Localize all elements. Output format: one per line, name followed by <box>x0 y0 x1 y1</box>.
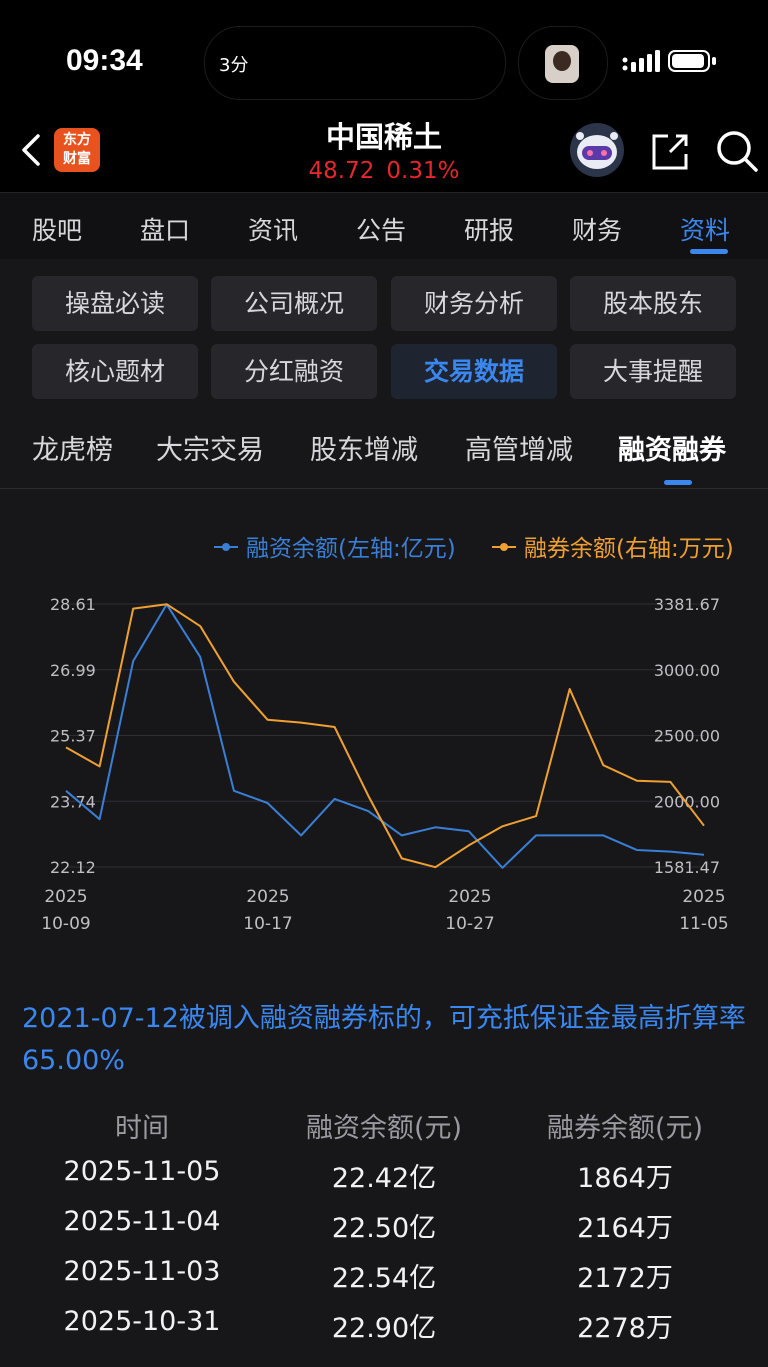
x-axis-tick: 10-09 <box>41 914 90 934</box>
tab-finance[interactable]: 财务 <box>572 216 623 245</box>
row-date: 2025-10-31 <box>63 1306 221 1337</box>
avatar <box>545 45 579 83</box>
logo-line-2: 财富 <box>63 151 91 167</box>
row-financing: 22.90亿 <box>331 1313 437 1344</box>
left-axis-tick: 25.37 <box>50 727 96 746</box>
right-axis-tick: 3000.00 <box>654 661 720 680</box>
row-date: 2025-11-03 <box>63 1256 221 1287</box>
island-text: 3分 <box>219 55 249 76</box>
tab-announcements[interactable]: 公告 <box>356 216 407 245</box>
row-lending: 2278万 <box>577 1313 673 1344</box>
financing-balance-line <box>65 603 705 869</box>
section-button-company-overview[interactable]: 公司概况 <box>211 276 377 331</box>
row-financing: 22.50亿 <box>331 1213 437 1244</box>
legend-label: 融券余额(右轴:万元) <box>524 536 734 562</box>
sub-tabs: 龙虎榜 大宗交易 股东增减 高管增减 融资融券 <box>0 414 768 489</box>
search-icon[interactable] <box>714 128 760 174</box>
row-financing: 22.54亿 <box>331 1263 437 1294</box>
header-time: 时间 <box>115 1113 169 1144</box>
clock: 09:34 <box>66 44 143 77</box>
header-securities-lending: 融券余额(元) <box>546 1113 704 1144</box>
app-logo[interactable]: 东方 财富 <box>54 128 100 172</box>
table-row[interactable]: 2025-11-03 22.54亿 2172万 <box>0 1256 768 1304</box>
stock-change: 0.31% <box>386 158 460 184</box>
left-axis-tick: 22.12 <box>50 858 96 877</box>
left-axis-tick: 28.61 <box>50 595 96 614</box>
table-row[interactable]: 2025-11-05 22.42亿 1864万 <box>0 1156 768 1204</box>
row-lending: 2164万 <box>577 1213 673 1244</box>
section-button-events[interactable]: 大事提醒 <box>570 344 736 399</box>
dynamic-island[interactable]: 3分 <box>204 26 506 100</box>
x-axis-tick: 2025 <box>44 887 87 907</box>
tab-pankou[interactable]: 盘口 <box>140 216 191 245</box>
lending-balance-line <box>65 603 705 869</box>
x-axis-tick: 2025 <box>682 887 725 907</box>
subtab-margin-trading[interactable]: 融资融券 <box>618 435 726 466</box>
section-button-trading-guide[interactable]: 操盘必读 <box>32 276 198 331</box>
margin-chart: 融资余额(左轴:亿元) 融券余额(右轴:万元) 28.61 3381.67 26.99 3… <box>41 536 734 934</box>
status-bar: 09:34 3分 <box>0 0 768 120</box>
row-lending: 1864万 <box>577 1163 673 1194</box>
stock-header: 东方 财富 中国稀土 48.72 0.31% <box>0 108 768 192</box>
row-date: 2025-11-05 <box>63 1156 221 1187</box>
legend-marker <box>500 543 508 551</box>
row-financing: 22.42亿 <box>331 1163 437 1194</box>
x-axis-tick: 10-27 <box>445 914 494 934</box>
table-row[interactable]: 2025-11-04 22.50亿 2164万 <box>0 1206 768 1254</box>
row-date: 2025-11-04 <box>63 1206 221 1237</box>
section-button-financial-analysis[interactable]: 财务分析 <box>391 276 557 331</box>
table-header: 时间 融资余额(元) 融券余额(元) <box>0 1106 768 1154</box>
section-button-core-themes[interactable]: 核心题材 <box>32 344 198 399</box>
cellular-signal-icon <box>622 50 660 72</box>
tab-profile[interactable]: 资料 <box>680 216 731 245</box>
main-content: 股吧 盘口 资讯 公告 研报 财务 资料 操盘必读 公司概况 财务分析 股本股东… <box>0 192 768 1367</box>
subtab-holder-changes[interactable]: 股东增减 <box>310 435 418 466</box>
stock-price: 48.72 <box>308 158 375 184</box>
x-axis-tick: 11-05 <box>679 914 728 934</box>
legend-marker <box>222 543 230 551</box>
right-axis-tick: 2500.00 <box>654 727 720 746</box>
margin-note: 2021-07-12被调入融资融券标的，可充抵保证金最高折算率65.00% <box>22 1003 746 1076</box>
subtab-block-trades[interactable]: 大宗交易 <box>156 435 264 466</box>
tab-research[interactable]: 研报 <box>464 216 515 245</box>
top-tabs: 股吧 盘口 资讯 公告 研报 财务 资料 <box>0 192 768 259</box>
x-axis-tick: 2025 <box>448 887 491 907</box>
section-button-dividends[interactable]: 分红融资 <box>211 344 377 399</box>
left-axis-tick: 23.74 <box>50 792 96 811</box>
x-axis-tick: 2025 <box>246 887 289 907</box>
right-axis-tick: 1581.47 <box>654 858 720 877</box>
stock-quote: 48.72 0.31% <box>284 158 484 184</box>
tab-news[interactable]: 资讯 <box>248 216 299 245</box>
logo-line-1: 东方 <box>63 132 91 148</box>
subtab-exec-changes[interactable]: 高管增减 <box>465 435 573 466</box>
section-button-shareholders[interactable]: 股本股东 <box>570 276 736 331</box>
ai-assistant-icon[interactable] <box>566 122 628 178</box>
section-button-trading-data[interactable]: 交易数据 <box>391 344 557 399</box>
left-axis-tick: 26.99 <box>50 661 96 680</box>
tab-guba[interactable]: 股吧 <box>32 216 83 245</box>
active-subtab-indicator <box>664 480 692 485</box>
x-axis-tick: 10-17 <box>243 914 292 934</box>
table-row[interactable]: 2025-10-31 22.90亿 2278万 <box>0 1306 768 1354</box>
header-financing: 融资余额(元) <box>305 1113 463 1144</box>
right-axis-tick: 2000.00 <box>654 792 720 811</box>
legend-label: 融资余额(左轴:亿元) <box>246 536 456 562</box>
back-icon[interactable] <box>18 130 46 170</box>
subtab-dragon-tiger[interactable]: 龙虎榜 <box>32 435 113 466</box>
battery-tip <box>712 57 716 65</box>
stock-name: 中国稀土 <box>325 120 442 154</box>
right-axis-tick: 3381.67 <box>654 595 720 614</box>
battery-icon <box>668 50 710 72</box>
share-icon[interactable] <box>648 130 692 172</box>
active-tab-indicator <box>690 249 728 254</box>
live-activity[interactable] <box>518 26 608 100</box>
row-lending: 2172万 <box>577 1263 673 1294</box>
